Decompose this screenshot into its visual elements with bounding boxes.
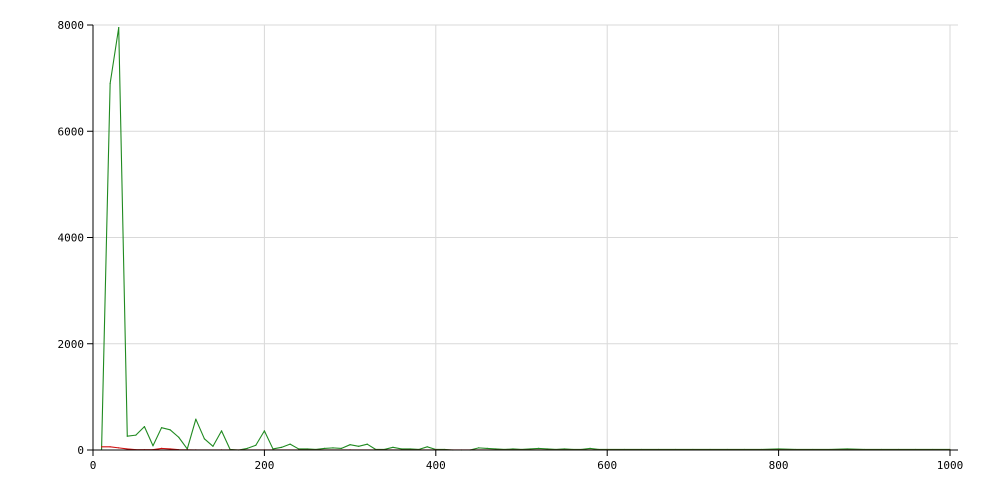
grid (93, 24, 958, 450)
series-1-point (203, 438, 206, 440)
series-2-point (160, 447, 163, 450)
series-1-point (195, 418, 197, 420)
series-1-point (529, 448, 531, 450)
series-1-point (486, 447, 488, 450)
series-1-point (186, 448, 188, 450)
y-tick-label: 2000 (58, 338, 85, 351)
series-1-point (220, 430, 223, 432)
series-1-point (126, 435, 128, 437)
series-1-point (135, 434, 137, 436)
series-1-point (100, 448, 103, 450)
series-1-point (546, 448, 548, 450)
series-1-point (358, 445, 360, 447)
series-1-point (366, 443, 368, 445)
series-1-point (280, 446, 283, 448)
series-1-point (212, 445, 214, 447)
series-1-point (589, 447, 591, 450)
series-1-point (152, 445, 154, 447)
series-2-point (118, 447, 120, 449)
series-1-point (846, 448, 848, 450)
series-2-point (169, 448, 171, 450)
x-tick-label: 800 (769, 459, 789, 472)
series-layer (100, 27, 951, 451)
series-1-point (298, 448, 300, 450)
y-tick-label: 0 (77, 444, 84, 457)
series-1-point (400, 448, 403, 450)
series-1-point (323, 447, 325, 450)
series-1-point (392, 446, 394, 448)
series-1-point (340, 447, 343, 450)
series-line-1 (101, 27, 950, 451)
series-1-point (495, 448, 497, 450)
series-1-point (255, 444, 257, 446)
series-2-point (109, 446, 111, 448)
series-1-point (143, 426, 146, 428)
series-1-point (409, 448, 411, 450)
series-2-point (100, 446, 103, 448)
series-1-point (246, 447, 248, 450)
series-1-point (160, 427, 163, 429)
series-1-point (349, 444, 351, 446)
axes: 0 200 400 600 800 1000 0 2000 4000 6000 8000 (58, 19, 964, 472)
series-1-point (332, 447, 334, 449)
series-1-point (169, 429, 171, 431)
series-1-point (272, 448, 274, 450)
series-1-point (109, 82, 111, 85)
series-1-point (778, 448, 780, 450)
series-1-point (478, 447, 480, 449)
series-1-point (118, 27, 120, 29)
series-1-point (306, 448, 308, 450)
x-tick-label: 1000 (937, 459, 964, 472)
y-tick-label: 8000 (58, 19, 85, 32)
y-tick-label: 6000 (58, 125, 85, 138)
series-1-point (178, 436, 180, 438)
series-1-point (538, 447, 540, 450)
series-1-point (512, 448, 514, 450)
series-1-point (426, 446, 428, 448)
x-tick-label: 600 (597, 459, 617, 472)
x-tick-label: 200 (254, 459, 274, 472)
series-1-point (263, 430, 265, 432)
series-2-point (126, 448, 128, 450)
x-tick-label: 400 (426, 459, 446, 472)
series-1-point (563, 448, 565, 450)
series-1-point (289, 443, 291, 445)
x-tick-label: 0 (90, 459, 97, 472)
y-tick-label: 4000 (58, 232, 85, 245)
